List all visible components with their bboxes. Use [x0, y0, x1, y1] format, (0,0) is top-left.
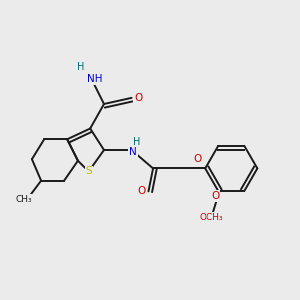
- Text: S: S: [85, 167, 92, 176]
- Text: NH: NH: [87, 74, 103, 85]
- Text: O: O: [211, 191, 219, 201]
- Text: H: H: [77, 62, 85, 72]
- Text: O: O: [134, 93, 142, 103]
- Text: H: H: [133, 137, 140, 147]
- Text: O: O: [194, 154, 202, 164]
- Text: OCH₃: OCH₃: [200, 213, 223, 222]
- Text: O: O: [138, 186, 146, 197]
- Text: CH₃: CH₃: [16, 195, 33, 204]
- Text: N: N: [129, 146, 137, 157]
